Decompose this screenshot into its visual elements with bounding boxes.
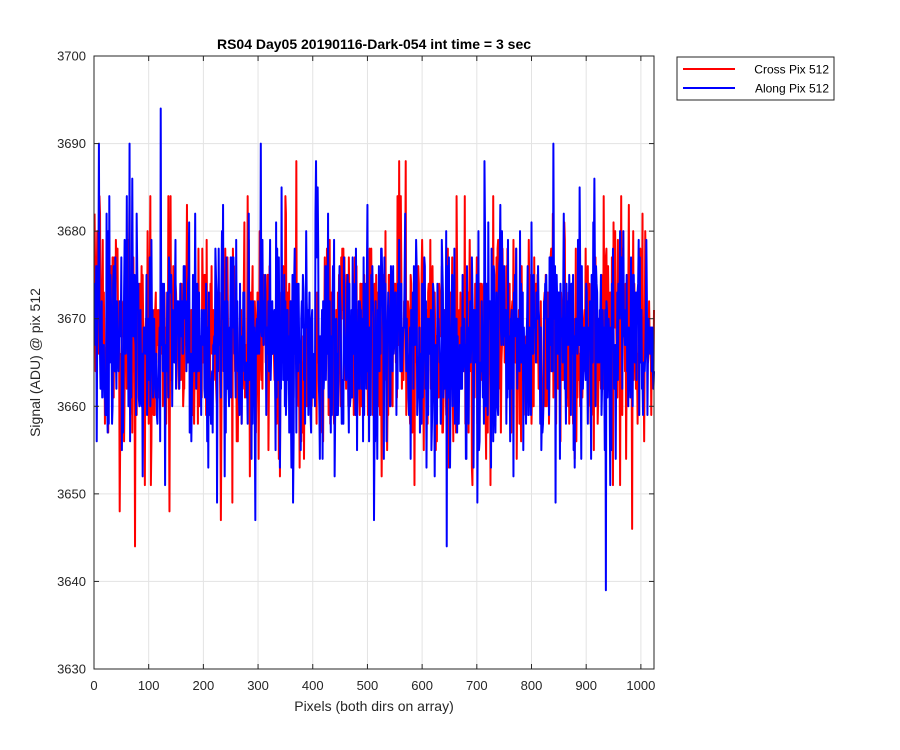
- y-tick-label: 3660: [57, 399, 86, 414]
- x-axis-label: Pixels (both dirs on array): [294, 698, 454, 714]
- x-tick-label: 600: [411, 678, 433, 693]
- x-tick-label: 0: [90, 678, 97, 693]
- x-tick-label: 500: [357, 678, 379, 693]
- y-tick-label: 3700: [57, 49, 86, 64]
- x-tick-label: 300: [247, 678, 269, 693]
- y-tick-label: 3650: [57, 486, 86, 501]
- series-layer: [93, 107, 655, 592]
- x-tick-label: 100: [138, 678, 160, 693]
- legend: Cross Pix 512 Along Pix 512: [676, 56, 835, 101]
- x-tick-label: 1000: [626, 678, 655, 693]
- x-tick-label: 700: [466, 678, 488, 693]
- y-tick-label: 3670: [57, 311, 86, 326]
- y-tick-label: 3690: [57, 136, 86, 151]
- y-tick-label: 3630: [57, 662, 86, 677]
- axis-ticks: 0 100 200 300 400 500 600 700 800 900 1000 3630 3640…: [57, 49, 655, 694]
- x-tick-label: 200: [193, 678, 215, 693]
- series-line-2: [93, 107, 655, 592]
- y-axis-label: Signal (ADU) @ pix 512: [27, 288, 43, 437]
- legend-label: Along Pix 512: [755, 82, 829, 96]
- legend-label: Cross Pix 512: [754, 63, 829, 77]
- x-tick-label: 800: [521, 678, 543, 693]
- x-tick-label: 900: [575, 678, 597, 693]
- axes-box: [93, 55, 655, 670]
- y-tick-label: 3640: [57, 574, 86, 589]
- y-tick-label: 3680: [57, 224, 86, 239]
- x-tick-label: 400: [302, 678, 324, 693]
- legend-box: [676, 56, 835, 101]
- chart-title: RS04 Day05 20190116-Dark-054 int time = …: [217, 36, 531, 52]
